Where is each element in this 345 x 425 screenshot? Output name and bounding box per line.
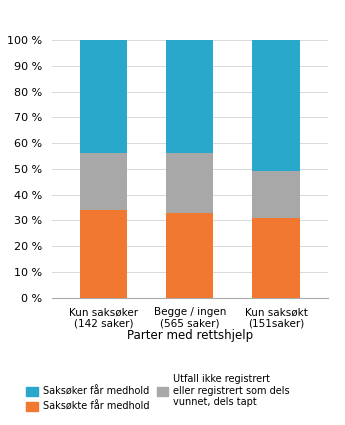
Bar [252, 171, 300, 218]
Bar [252, 40, 300, 171]
Bar [80, 40, 127, 153]
Bar [252, 218, 300, 298]
Bar [80, 153, 127, 210]
Bar [80, 210, 127, 298]
Bar [166, 40, 214, 153]
Text: Parter med rettshjelp: Parter med rettshjelp [127, 329, 253, 343]
Legend: Saksøker får medhold, Saksøkte får medhold, Utfall ikke registrert
eller registr: Saksøker får medhold, Saksøkte får medho… [22, 371, 294, 416]
Bar [166, 153, 214, 212]
Y-axis label: Andel medhold: Andel medhold [0, 119, 1, 208]
Bar [166, 212, 214, 298]
